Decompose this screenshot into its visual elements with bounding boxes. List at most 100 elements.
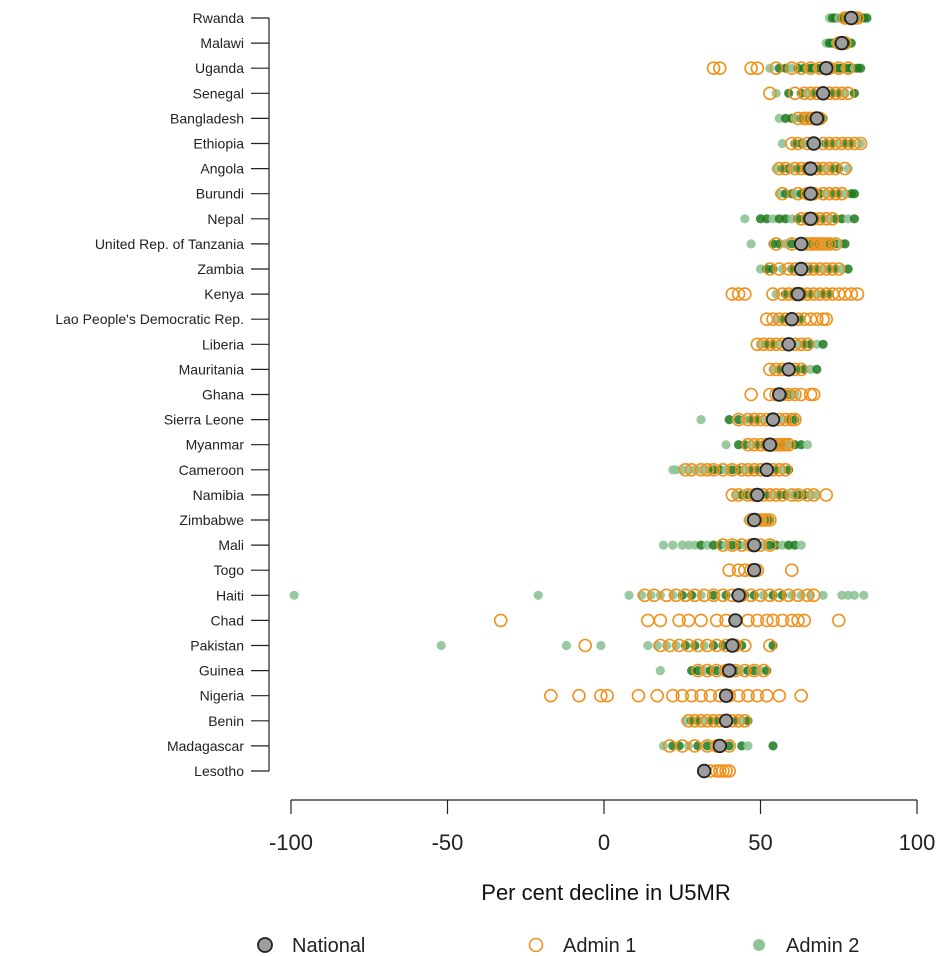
admin1-point — [716, 462, 730, 477]
x-tick-label: -50 — [432, 830, 464, 855]
national-point — [819, 60, 834, 76]
admin1-point — [835, 86, 849, 101]
admin1-point — [725, 488, 740, 502]
admin1-point — [678, 588, 693, 603]
admin2-point — [840, 239, 850, 249]
admin1-point — [725, 462, 740, 477]
admin2-point — [721, 440, 731, 450]
admin1-point — [772, 588, 787, 603]
admin1-point — [828, 237, 843, 251]
admin1-point — [731, 412, 746, 427]
admin2-point — [849, 214, 860, 224]
admin1-point — [831, 613, 846, 628]
legend-label: Admin 2 — [786, 935, 859, 956]
admin1-point — [803, 61, 818, 75]
admin1-point — [738, 287, 752, 301]
admin1-point — [791, 488, 805, 502]
national-point — [784, 312, 800, 327]
national-point — [718, 688, 734, 703]
admin1-point — [722, 764, 737, 778]
admin1-point — [791, 588, 805, 603]
country-label: Chad — [211, 612, 244, 628]
national-point — [844, 10, 859, 26]
admin1-point — [810, 312, 824, 327]
admin1-point — [684, 688, 699, 703]
admin1-point — [738, 663, 752, 678]
admin1-point — [835, 186, 849, 201]
national-point — [790, 286, 806, 302]
country-label: Zambia — [197, 261, 244, 277]
y-axis — [251, 17, 270, 772]
admin1-point — [744, 387, 758, 402]
national-point — [815, 86, 831, 101]
admin1-point — [697, 588, 711, 603]
country-label: Madagascar — [167, 738, 244, 754]
admin1-point — [788, 86, 802, 101]
country-label: Ghana — [202, 387, 244, 403]
admin2-point — [796, 540, 806, 550]
admin1-point — [838, 161, 852, 176]
admin1-point — [784, 488, 799, 502]
admin2-point — [561, 640, 572, 651]
admin1-point — [847, 136, 862, 151]
admin2-point — [859, 590, 869, 600]
admin1-point — [819, 312, 834, 327]
admin1-point — [662, 638, 677, 653]
admin2-point — [289, 590, 299, 600]
admin1-point — [716, 588, 730, 603]
admin1-point — [772, 688, 787, 703]
admin2-point — [668, 540, 678, 550]
admin1-point — [637, 588, 652, 603]
legend-national-marker — [257, 937, 273, 953]
legend-label: Admin 1 — [563, 935, 636, 956]
admin2-point — [436, 640, 446, 651]
national-point — [809, 111, 825, 126]
admin1-point — [844, 287, 859, 301]
admin1-point — [493, 613, 508, 628]
admin1-point — [747, 663, 762, 678]
admin1-point — [725, 538, 740, 552]
country-label: United Rep. of Tanzania — [95, 236, 244, 252]
admin1-point — [819, 212, 834, 226]
country-label: Namibia — [193, 487, 245, 503]
national-point — [834, 35, 850, 51]
admin1-point — [741, 688, 755, 703]
country-label: Ethiopia — [193, 136, 244, 152]
x-axis: -100 -50 0 50 100 — [269, 799, 935, 855]
admin2-point — [624, 590, 634, 600]
admin1-point — [731, 287, 746, 301]
admin1-point — [669, 588, 683, 603]
admin1-point — [775, 186, 790, 201]
x-tick-label: -100 — [269, 830, 313, 855]
admin1-point — [750, 613, 765, 628]
admin2-point — [818, 590, 828, 600]
country-label: Malawi — [200, 35, 244, 51]
admin1-points — [493, 11, 868, 778]
admin1-point — [778, 462, 793, 477]
x-tick-label: 0 — [598, 830, 610, 855]
country-label: Nigeria — [200, 688, 245, 704]
admin1-point — [600, 688, 614, 703]
national-point — [793, 261, 809, 277]
admin1-point — [691, 663, 705, 678]
admin1-point — [775, 613, 790, 628]
national-point — [747, 563, 762, 578]
legend-admin1-marker — [528, 937, 544, 953]
admin1-point — [675, 688, 690, 703]
admin1-point — [738, 713, 752, 728]
admin1-point — [709, 638, 724, 653]
admin2-point — [802, 440, 813, 450]
admin1-point — [772, 161, 787, 176]
admin1-point — [687, 588, 702, 603]
admin1-point — [769, 237, 783, 251]
country-labels: Rwanda Malawi Uganda Senegal Bangladesh Ethio… — [55, 10, 244, 779]
admin1-point — [797, 613, 812, 628]
admin1-point — [700, 638, 715, 653]
admin1-point — [709, 613, 724, 628]
admin1-point — [744, 61, 758, 75]
admin1-point — [641, 613, 655, 628]
admin1-point — [543, 688, 558, 703]
admin1-point — [800, 588, 815, 603]
country-label: Lao People's Democratic Rep. — [55, 311, 244, 327]
